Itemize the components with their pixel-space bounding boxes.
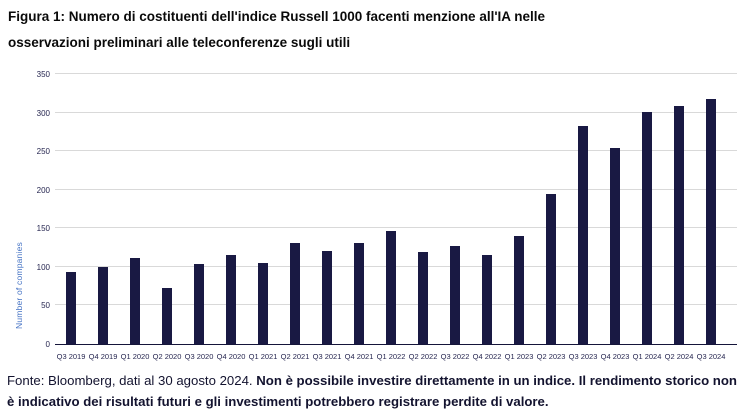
bar-slot — [279, 75, 311, 344]
bar-q3-2024 — [706, 98, 716, 344]
source-text: Fonte: Bloomberg, dati al 30 agosto 2024… — [7, 373, 257, 388]
y-tick-label-250: 250 — [36, 147, 50, 157]
bar-slot — [87, 75, 119, 344]
x-axis-label-q3-2019: Q3 2019 — [56, 352, 86, 361]
x-axis-label-q4-2023: Q4 2023 — [600, 352, 630, 361]
x-axis-labels: Q3 2019 Q4 2019 Q1 2020 Q2 2020 Q3 2020 Q4 20… — [55, 352, 727, 361]
y-tick-label-300: 300 — [36, 108, 50, 118]
bar-slot — [439, 75, 471, 344]
bar-q3-2023 — [578, 125, 588, 344]
bar-q1-2020 — [130, 257, 140, 344]
x-axis-label-q3-2022: Q3 2022 — [440, 352, 470, 361]
bar-q2-2023 — [546, 193, 556, 344]
x-axis-label-q3-2021: Q3 2021 — [312, 352, 342, 361]
x-axis-label-q2-2021: Q2 2021 — [280, 352, 310, 361]
bar-slot — [695, 75, 727, 344]
x-axis-label-q2-2024: Q2 2024 — [664, 352, 694, 361]
bar-slot — [375, 75, 407, 344]
bar-slot — [407, 75, 439, 344]
gridline-350 — [55, 73, 737, 74]
x-axis-label-q1-2021: Q1 2021 — [248, 352, 278, 361]
y-tick-label-150: 150 — [36, 224, 50, 234]
bar-q1-2024 — [642, 111, 652, 344]
y-tick-label-350: 350 — [36, 70, 50, 79]
bar-slot — [503, 75, 535, 344]
bar-q1-2021 — [258, 263, 268, 344]
y-tick-label-0: 0 — [45, 340, 50, 349]
x-axis-label-q4-2020: Q4 2020 — [216, 352, 246, 361]
x-axis-label-q1-2024: Q1 2024 — [632, 352, 662, 361]
bar-slot — [119, 75, 151, 344]
x-axis-label-q4-2021: Q4 2021 — [344, 352, 374, 361]
y-tick-label-100: 100 — [36, 262, 50, 272]
bar-slot — [663, 75, 695, 344]
x-axis-label-q4-2022: Q4 2022 — [472, 352, 502, 361]
y-axis-title: Number of companies — [14, 242, 24, 330]
x-axis-label-q2-2020: Q2 2020 — [152, 352, 182, 361]
bar-q3-2021 — [322, 250, 332, 344]
bar-q4-2021 — [354, 242, 364, 344]
gridline-50 — [55, 304, 737, 306]
bar-slot — [599, 75, 631, 344]
bar-q1-2023 — [514, 236, 524, 344]
y-tick-label-50: 50 — [41, 301, 50, 311]
bar-chart: Number of companies 0 50 100 150 200 250 300 35… — [0, 65, 740, 367]
source-disclaimer-text: Fonte: Bloomberg, dati al 30 agosto 2024… — [7, 371, 737, 412]
y-tick-label-200: 200 — [36, 185, 50, 195]
bar-q4-2020 — [226, 255, 236, 344]
x-axis-label-q1-2022: Q1 2022 — [376, 352, 406, 361]
bar-q3-2022 — [450, 246, 460, 344]
bar-slot — [311, 75, 343, 344]
bar-slot — [567, 75, 599, 344]
bar-q4-2023 — [610, 148, 620, 344]
bar-slot — [247, 75, 279, 344]
bar-q4-2019 — [98, 266, 108, 344]
bar-q2-2020 — [162, 288, 172, 344]
gridline-150 — [55, 227, 737, 229]
bar-slot — [55, 75, 87, 344]
bars-container — [55, 75, 727, 344]
figure-title: Figura 1: Numero di costituenti dell'ind… — [8, 4, 708, 56]
figure-title-line-1: Figura 1: Numero di costituenti dell'ind… — [8, 9, 546, 24]
x-axis-label-q4-2019: Q4 2019 — [88, 352, 118, 361]
bar-q2-2022 — [418, 252, 428, 344]
bar-q3-2020 — [194, 263, 204, 344]
x-axis-label-q3-2024: Q3 2024 — [696, 352, 726, 361]
figure-title-line-2: osservazioni preliminari alle teleconfer… — [8, 35, 351, 50]
bar-slot — [183, 75, 215, 344]
gridline-250 — [55, 150, 737, 152]
bar-slot — [343, 75, 375, 344]
bar-slot — [215, 75, 247, 344]
bar-q1-2022 — [386, 231, 396, 344]
bar-q2-2024 — [674, 106, 684, 344]
bar-q3-2019 — [66, 271, 76, 344]
gridline-300 — [55, 111, 737, 113]
plot-area — [55, 73, 737, 345]
x-axis-label-q2-2022: Q2 2022 — [408, 352, 438, 361]
bar-q2-2021 — [290, 242, 300, 344]
bar-slot — [471, 75, 503, 344]
gridline-200 — [55, 188, 737, 190]
x-axis-label-q1-2023: Q1 2023 — [504, 352, 534, 361]
bar-q4-2022 — [482, 255, 492, 344]
x-axis-label-q2-2023: Q2 2023 — [536, 352, 566, 361]
gridline-100 — [55, 265, 737, 267]
x-axis-label-q1-2020: Q1 2020 — [120, 352, 150, 361]
x-axis-label-q3-2020: Q3 2020 — [184, 352, 214, 361]
bar-slot — [535, 75, 567, 344]
x-axis-label-q3-2023: Q3 2023 — [568, 352, 598, 361]
bar-slot — [151, 75, 183, 344]
bar-slot — [631, 75, 663, 344]
disclaimer-text: Non è possibile investire direttamente i… — [7, 373, 737, 409]
